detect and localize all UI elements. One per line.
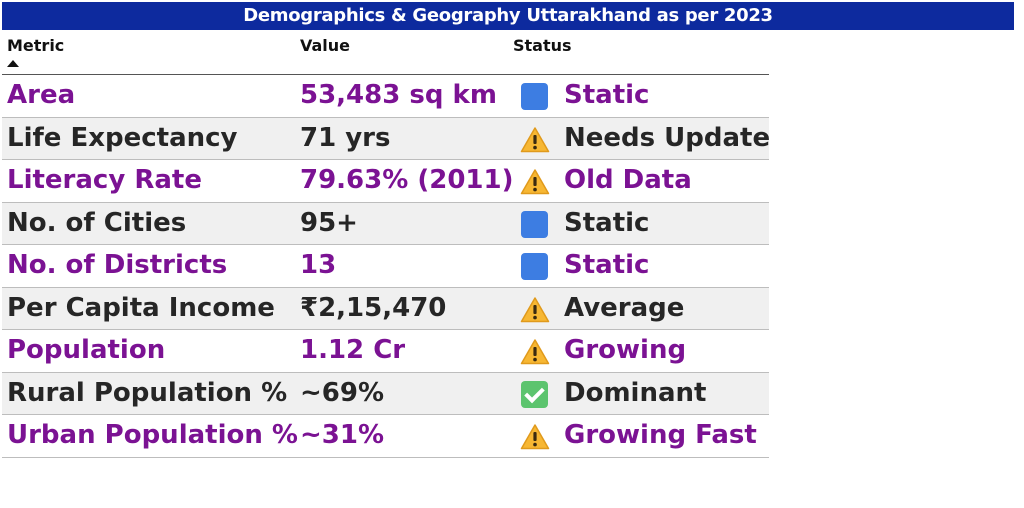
table-row[interactable]: Population 1.12 Cr Growing (2, 330, 769, 373)
sort-ascending-icon[interactable] (7, 60, 19, 67)
value-cell: 13 (300, 250, 337, 280)
table-row[interactable]: Per Capita Income ₹2,15,470 Average (2, 287, 769, 330)
column-header-metric[interactable]: Metric (7, 36, 65, 55)
blue-square-icon (520, 83, 550, 111)
table-body: Area 53,483 sq km Static Life Expectancy 71 … (2, 75, 771, 458)
metric-cell: Life Expectancy (7, 122, 238, 153)
table-row[interactable]: Literacy Rate 79.63% (2011) Old Data (2, 160, 769, 203)
value-cell: 1.12 Cr (300, 335, 406, 365)
metric-cell: No. of Cities (7, 207, 187, 238)
value-cell: 53,483 sq km (300, 80, 497, 110)
warning-icon (520, 423, 550, 451)
metric-cell: Urban Population % (7, 420, 298, 450)
metric-cell: Per Capita Income (7, 292, 275, 323)
warning-icon (520, 296, 550, 324)
metric-cell: Population (7, 335, 166, 365)
status-cell: Static (564, 80, 650, 110)
blue-square-icon (520, 210, 550, 239)
value-cell: ~69% (300, 377, 385, 408)
data-table: Metric Value Status Area 53,483 sq km Stat… (2, 32, 771, 458)
value-cell: ~31% (300, 420, 385, 450)
status-cell: Old Data (564, 165, 692, 195)
column-header-status[interactable]: Status (513, 36, 572, 55)
warning-icon (520, 126, 550, 154)
table-row[interactable]: No. of Districts 13 Static (2, 245, 769, 288)
status-cell: Needs Update (564, 122, 771, 153)
value-cell: 95+ (300, 207, 358, 238)
table-header: Metric Value Status (2, 32, 769, 75)
table-row[interactable]: Urban Population % ~31% Growing Fast (2, 415, 769, 458)
status-cell: Growing Fast (564, 420, 757, 450)
metric-cell: Rural Population % (7, 377, 288, 408)
blue-square-icon (520, 253, 550, 281)
status-cell: Average (564, 292, 685, 323)
metric-cell: Area (7, 80, 76, 110)
warning-icon (520, 338, 550, 366)
metric-cell: No. of Districts (7, 250, 228, 280)
page-title: Demographics & Geography Uttarakhand as … (2, 2, 1014, 30)
status-cell: Static (564, 250, 650, 280)
status-cell: Dominant (564, 377, 707, 408)
table-row[interactable]: Life Expectancy 71 yrs Needs Update (2, 117, 771, 160)
warning-icon (520, 168, 550, 196)
status-cell: Static (564, 207, 650, 238)
value-cell: 71 yrs (300, 122, 391, 153)
value-cell: ₹2,15,470 (300, 292, 447, 323)
value-cell: 79.63% (2011) (300, 165, 514, 195)
status-cell: Growing (564, 335, 687, 365)
table-row[interactable]: No. of Cities 95+ Static (2, 202, 769, 245)
table-row[interactable]: Rural Population % ~69% Dominant (2, 372, 769, 415)
metric-cell: Literacy Rate (7, 165, 202, 195)
table-row[interactable]: Area 53,483 sq km Static (2, 75, 769, 118)
column-header-value[interactable]: Value (300, 36, 351, 55)
check-icon (520, 380, 550, 409)
